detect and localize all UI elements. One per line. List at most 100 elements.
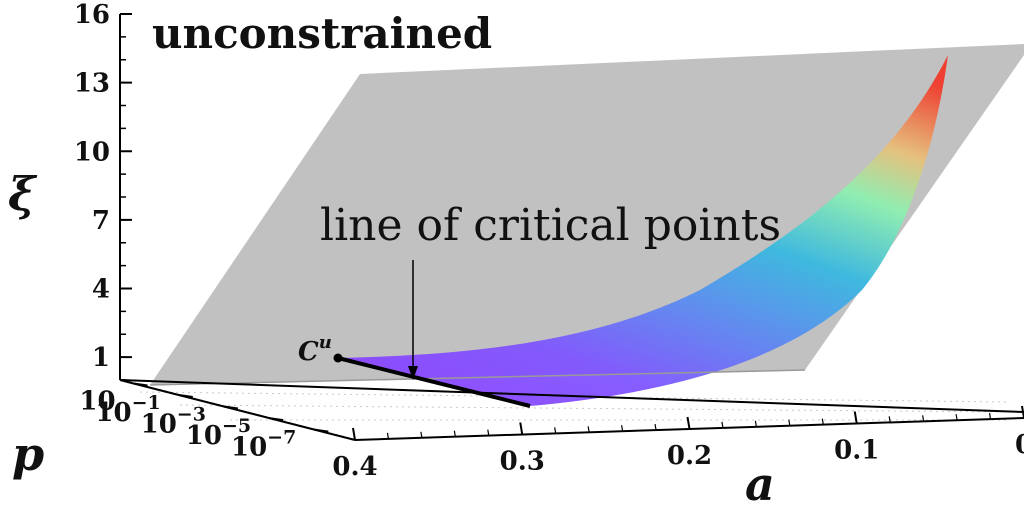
y-minor-tick bbox=[278, 420, 285, 422]
cu-label: Cu bbox=[298, 332, 332, 367]
y-tick-label: 10 bbox=[79, 386, 115, 416]
z-axis bbox=[119, 13, 132, 381]
y-minor-tick bbox=[208, 402, 215, 404]
x-minor-tick bbox=[587, 426, 590, 433]
y-minor-tick bbox=[331, 433, 338, 436]
y-tick-base: 10 bbox=[186, 421, 222, 451]
y-minor-tick bbox=[219, 405, 226, 407]
y-minor-tick bbox=[255, 414, 262, 416]
z-tick-label: 10 bbox=[74, 137, 110, 167]
y-tick-label: 10−7 bbox=[231, 427, 296, 463]
z-tick-label: 1 bbox=[92, 343, 110, 373]
z-tick-label: 13 bbox=[74, 69, 110, 99]
critical-line bbox=[337, 356, 531, 408]
y-minor-tick bbox=[225, 406, 232, 409]
y-tick-label: 10−1 bbox=[95, 392, 160, 428]
y-minor-tick bbox=[161, 390, 168, 392]
x-minor-tick bbox=[888, 416, 891, 423]
y-minor-tick bbox=[284, 421, 291, 424]
y-minor-tick bbox=[243, 411, 250, 413]
cu-point bbox=[333, 353, 343, 363]
y-minor-tick bbox=[184, 396, 191, 398]
x-minor-tick bbox=[386, 432, 390, 439]
y-minor-tick bbox=[266, 417, 273, 419]
y-tick-base: 10 bbox=[95, 398, 131, 428]
z-tick-label: 7 bbox=[92, 206, 110, 236]
x-minor-tick bbox=[721, 421, 724, 428]
x-tick-label: 0.4 bbox=[332, 452, 377, 482]
z-axis-label: ξ bbox=[8, 167, 38, 221]
y-minor-tick bbox=[325, 432, 332, 434]
y-minor-tick bbox=[166, 391, 174, 394]
x-minor-tick bbox=[821, 418, 824, 425]
x-minor-tick bbox=[687, 422, 691, 430]
y-tick-label: 10−3 bbox=[141, 404, 206, 440]
y-minor-tick bbox=[307, 427, 315, 430]
y-minor-tick bbox=[343, 436, 350, 439]
z-tick-label: 16 bbox=[74, 0, 110, 30]
y-minor-tick bbox=[313, 429, 320, 431]
x-minor-tick bbox=[654, 424, 657, 431]
chart-title: unconstrained bbox=[152, 9, 492, 58]
y-minor-tick bbox=[290, 423, 297, 425]
y-minor-tick bbox=[202, 400, 209, 403]
y-minor-tick bbox=[143, 385, 150, 388]
y-axis-label: p bbox=[12, 427, 44, 481]
x-minor-tick bbox=[788, 419, 791, 426]
y-tick-exp: −5 bbox=[222, 415, 251, 437]
y-minor-tick bbox=[119, 379, 127, 382]
y-minor-tick bbox=[190, 397, 197, 400]
x-minor-tick bbox=[988, 413, 992, 420]
x-minor-tick bbox=[855, 417, 858, 424]
y-minor-tick bbox=[260, 415, 268, 418]
y-tick-exp: −7 bbox=[267, 427, 296, 449]
y-tick-base: 10 bbox=[231, 433, 267, 463]
y-minor-tick bbox=[249, 412, 256, 415]
y-minor-tick bbox=[237, 409, 244, 412]
y-tick-label: 10−5 bbox=[186, 415, 251, 451]
y-minor-tick bbox=[337, 435, 344, 437]
x-tick-label: 0.3 bbox=[500, 447, 545, 477]
floor-gridline bbox=[139, 391, 1011, 403]
x-minor-tick bbox=[520, 428, 523, 435]
annotation-label: line of critical points bbox=[320, 200, 781, 251]
x-tick-label: 0 bbox=[1015, 430, 1024, 460]
floor-grid bbox=[139, 391, 1011, 421]
y-minor-tick bbox=[272, 418, 279, 421]
x-tick-label: 0.1 bbox=[834, 436, 879, 466]
y-tick-exp: −1 bbox=[132, 392, 161, 414]
y-tick-base: 10 bbox=[79, 386, 115, 416]
floor-gridline bbox=[179, 404, 1011, 413]
y-minor-tick bbox=[149, 387, 156, 389]
x-minor-tick bbox=[922, 415, 925, 422]
y-minor-tick bbox=[213, 403, 221, 406]
y-minor-tick bbox=[172, 393, 179, 395]
y-minor-tick bbox=[296, 424, 303, 427]
x-axis-label: a bbox=[745, 457, 775, 508]
y-minor-tick bbox=[302, 426, 309, 428]
y-minor-tick bbox=[131, 382, 138, 385]
y-minor-tick bbox=[125, 381, 132, 383]
x-minor-tick bbox=[453, 430, 456, 437]
floor-axes bbox=[119, 379, 1024, 441]
x-tick-label: 0.2 bbox=[667, 441, 712, 471]
y-minor-tick bbox=[349, 438, 356, 440]
critical-surface bbox=[338, 55, 948, 406]
x-minor-tick bbox=[420, 431, 423, 438]
x-minor-tick bbox=[554, 427, 557, 434]
x-minor-tick bbox=[621, 425, 624, 432]
plane-floor-edge bbox=[149, 369, 806, 386]
back-axis-line bbox=[119, 379, 1024, 413]
cu-label-base: C bbox=[298, 337, 319, 367]
x-minor-tick bbox=[955, 414, 958, 421]
y-minor-tick bbox=[155, 388, 162, 391]
y-minor-tick bbox=[178, 394, 185, 397]
y-minor-tick bbox=[319, 430, 326, 433]
z-tick-label: 4 bbox=[92, 275, 110, 305]
annotation-arrow-head bbox=[408, 366, 418, 380]
x-minor-tick bbox=[487, 429, 490, 436]
y-minor-tick bbox=[196, 399, 203, 401]
y-minor-tick bbox=[231, 408, 238, 410]
y-tick-exp: −3 bbox=[177, 404, 206, 426]
